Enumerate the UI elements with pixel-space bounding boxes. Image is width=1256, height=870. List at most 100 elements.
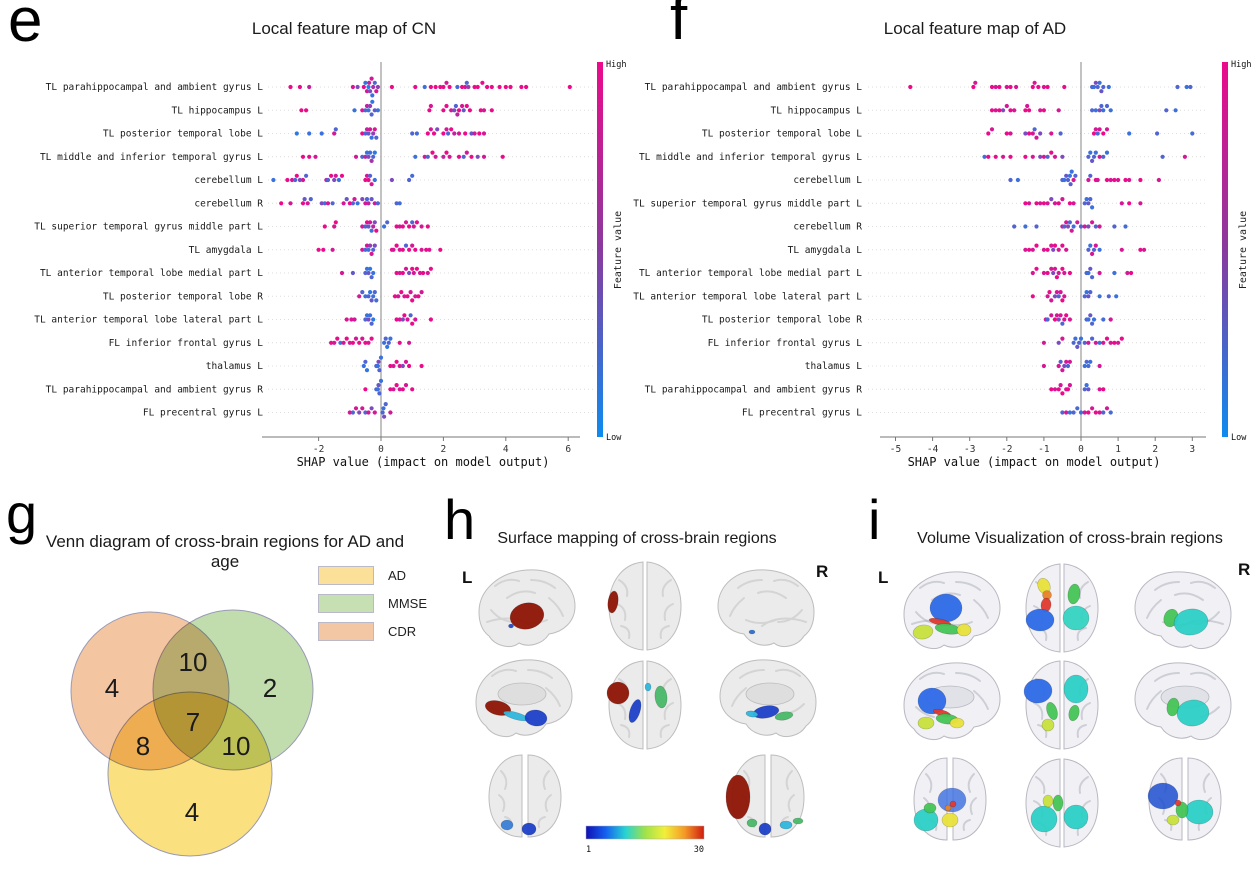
row-label: TL anterior temporal lobe lateral part L (633, 291, 862, 302)
x-tick: 6 (565, 444, 571, 455)
shap-dot (1082, 294, 1087, 299)
shap-dot (1112, 177, 1117, 183)
shap-dot (1049, 387, 1054, 392)
shap-dot (338, 340, 343, 345)
shap-dot (319, 131, 324, 136)
shap-dot (428, 127, 433, 132)
shap-dot (438, 84, 443, 90)
shap-dot (410, 243, 415, 248)
shap-dot (353, 336, 359, 341)
shap-dot (364, 89, 370, 94)
shap-dot (1090, 251, 1095, 256)
shap-dot (333, 220, 338, 225)
shap-dot (366, 247, 371, 252)
shap-dot (366, 317, 371, 322)
shap-dot (302, 197, 307, 202)
venn-count: 4 (185, 797, 199, 827)
brain-render-med-r (719, 659, 817, 737)
shap-dot (452, 108, 457, 113)
shap-dot (1064, 359, 1069, 364)
shap-dot (993, 84, 998, 90)
shap-dot (1082, 387, 1087, 392)
shap-dot (466, 84, 471, 90)
shap-dot (363, 131, 368, 136)
shap-dot (307, 154, 312, 159)
panel-letter-f: f (670, 0, 688, 53)
shap-dot (1082, 201, 1087, 206)
shap-dot (352, 197, 357, 202)
hemisphere-left-label-i: L (878, 568, 889, 587)
shap-dot (1108, 177, 1113, 183)
brain-region-overlay (1041, 718, 1055, 732)
shap-dot (368, 313, 373, 318)
shap-dot (500, 154, 505, 159)
shap-dot (371, 270, 376, 276)
brain-region-overlay (1063, 804, 1089, 830)
shap-dot (1062, 317, 1067, 322)
shap-dot (1093, 340, 1098, 345)
shap-dot (1090, 406, 1095, 411)
shap-dot (1052, 317, 1058, 322)
shap-dot (1034, 224, 1039, 229)
shap-dot (1101, 317, 1106, 322)
shap-dot (1047, 290, 1052, 295)
row-label: TL superior temporal gyrus middle part L (34, 222, 263, 233)
brain-region-overlay (746, 818, 758, 828)
shap-dot (1030, 154, 1035, 159)
brain-region-overlay (745, 710, 759, 718)
shap-dot (1041, 84, 1046, 90)
shap-dot (481, 108, 487, 113)
shap-dot (1184, 84, 1189, 90)
shap-dot (1086, 224, 1091, 229)
shap-dot (441, 84, 446, 90)
shap-dot (422, 154, 427, 159)
legend-label-mmse: MMSE (388, 596, 427, 611)
shap-dot (403, 220, 409, 225)
shap-dot (374, 135, 379, 140)
shap-dot (279, 201, 284, 206)
legend-item-ad: AD (318, 566, 427, 585)
shap-dot (371, 84, 376, 90)
shap-dot (1030, 247, 1035, 252)
shap-dot (1188, 84, 1193, 90)
shap-dot (271, 177, 276, 183)
shap-dot (1086, 387, 1091, 392)
brain-render-top (1025, 758, 1099, 848)
shap-dot (339, 173, 345, 178)
shap-dot (1091, 247, 1097, 252)
shap-dot (1182, 154, 1187, 159)
row-label: cerebellum L (194, 175, 263, 186)
shap-dot (360, 406, 365, 411)
brain-region-overlay (606, 681, 630, 705)
shap-dot (400, 363, 405, 369)
shap-dot (1155, 131, 1160, 136)
shap-dot (368, 127, 373, 132)
shap-dot (419, 247, 424, 252)
shap-dot (416, 294, 421, 299)
shap-dot (452, 131, 457, 136)
shap-dot (1067, 359, 1072, 364)
shap-dot (472, 131, 477, 136)
shap-dot (1056, 247, 1061, 252)
shap-dot (433, 154, 438, 159)
venn-count: 4 (105, 673, 119, 703)
shap-dot (449, 127, 454, 132)
shap-dot (364, 368, 370, 373)
shap-dot (388, 387, 393, 392)
brain-render-lat-l (478, 569, 576, 647)
shap-dot (1088, 359, 1093, 364)
brain-region-overlay (1166, 814, 1180, 826)
shap-dot (372, 80, 377, 85)
shap-dot (288, 201, 293, 206)
shap-dot (1097, 410, 1102, 415)
brain-region-overlay (521, 822, 537, 836)
shap-dot (425, 154, 430, 159)
shap-dot (366, 84, 371, 90)
shap-dot (368, 89, 373, 94)
shap-dot (344, 197, 349, 202)
shap-dot (1099, 89, 1104, 94)
shap-dot (410, 387, 415, 392)
shap-dot (1071, 177, 1076, 183)
shap-dot (467, 108, 472, 113)
shap-dot (360, 108, 365, 113)
